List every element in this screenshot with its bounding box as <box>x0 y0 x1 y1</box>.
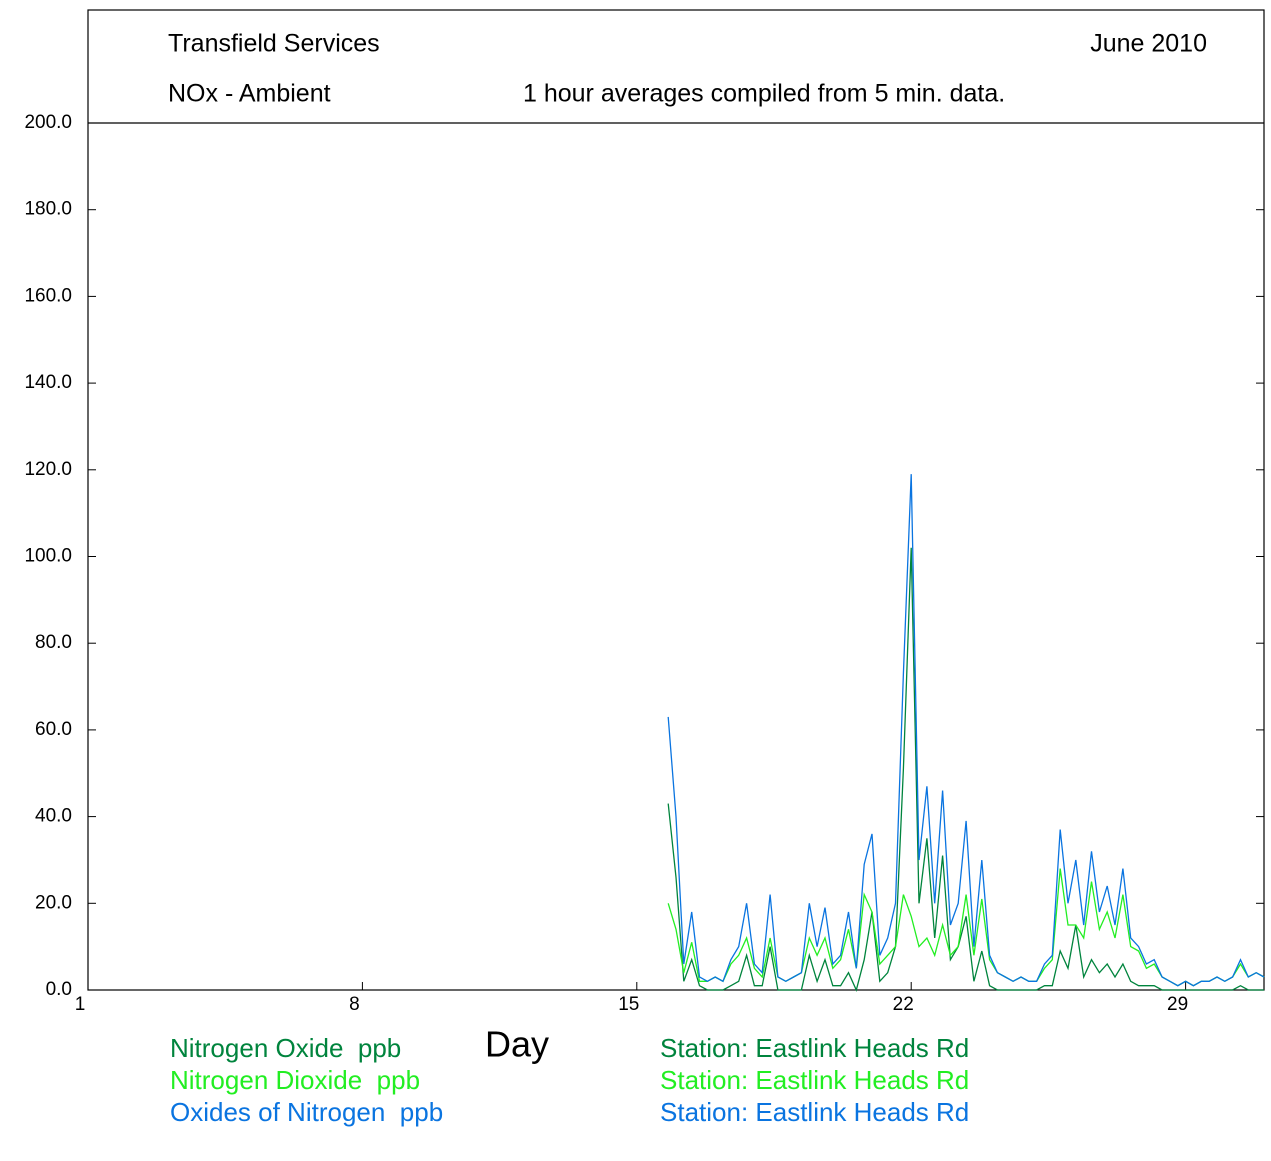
data-line <box>667 547 1264 992</box>
y-tick-label: 0.0 <box>46 979 72 1000</box>
y-tick-label: 180.0 <box>24 199 72 220</box>
x-axis-label: Day <box>485 1024 549 1065</box>
data-line <box>667 474 1265 987</box>
legend-station: Station: Eastlink Heads Rd <box>660 1065 969 1095</box>
y-tick-label: 200.0 <box>24 112 72 133</box>
y-tick-label: 160.0 <box>24 285 72 306</box>
legend-station: Station: Eastlink Heads Rd <box>660 1097 969 1127</box>
x-tick-label: 29 <box>1167 994 1188 1015</box>
header-right: June 2010 <box>1090 30 1207 58</box>
y-tick-label: 60.0 <box>35 719 72 740</box>
y-tick-label: 20.0 <box>35 892 72 913</box>
chart-title: NOx - Ambient <box>168 80 331 108</box>
x-tick-label: 8 <box>349 994 360 1015</box>
chart-subtitle: 1 hour averages compiled from 5 min. dat… <box>523 80 1005 108</box>
header-left: Transfield Services <box>168 30 380 58</box>
y-tick-label: 40.0 <box>35 806 72 827</box>
y-tick-label: 140.0 <box>24 372 72 393</box>
frame <box>87 9 1265 991</box>
x-tick-label: 15 <box>618 994 639 1015</box>
y-tick-label: 120.0 <box>24 459 72 480</box>
legend-label: Nitrogen Dioxide ppb <box>170 1065 420 1095</box>
legend-station: Station: Eastlink Heads Rd <box>660 1033 969 1063</box>
x-tick-label: 22 <box>893 994 914 1015</box>
legend-label: Nitrogen Oxide ppb <box>170 1033 401 1063</box>
y-tick-label: 100.0 <box>24 546 72 567</box>
legend-label: Oxides of Nitrogen ppb <box>170 1097 443 1127</box>
x-tick-label: 1 <box>75 994 86 1015</box>
y-tick-label: 80.0 <box>35 632 72 653</box>
